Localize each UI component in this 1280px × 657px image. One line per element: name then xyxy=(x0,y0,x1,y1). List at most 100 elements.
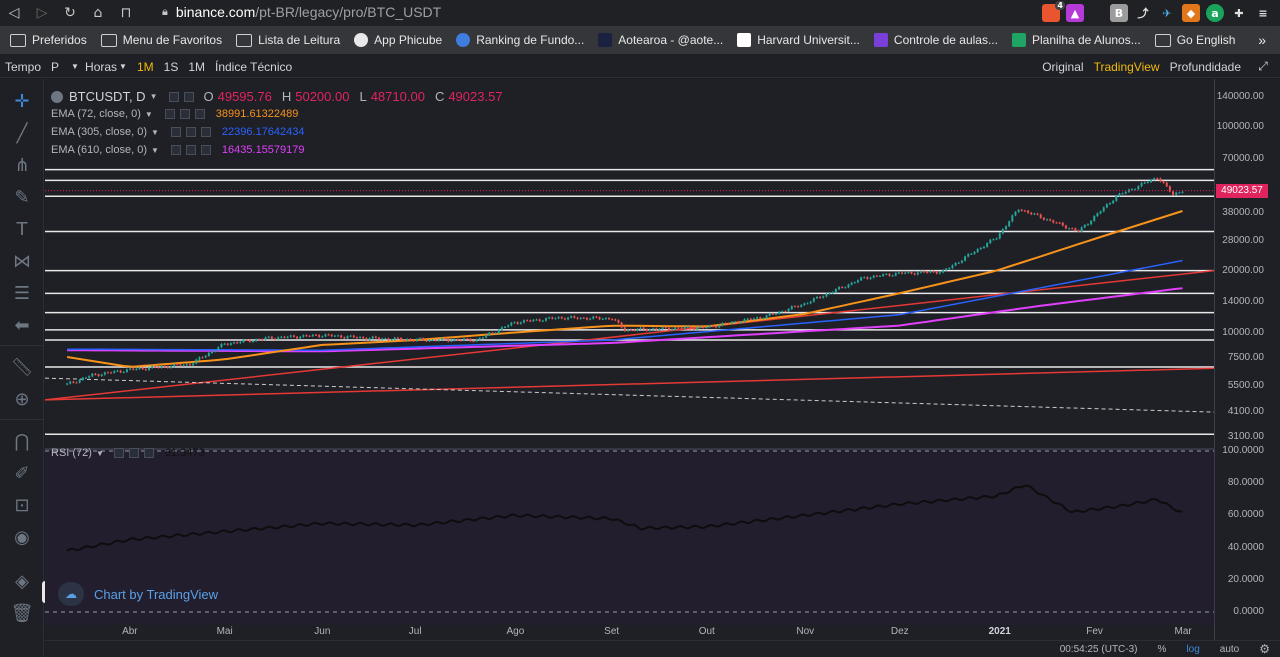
interval-1m-month[interactable]: 1M xyxy=(136,59,154,74)
interval-1s[interactable]: 1S xyxy=(163,59,179,74)
address-bar[interactable]: 🔒︎ binance.com/pt-BR/legacy/pro/BTC_USDT xyxy=(150,1,1008,23)
time-axis-label: Nov xyxy=(796,626,815,637)
bookmark-harvard[interactable]: Harvard Universit... xyxy=(737,33,860,47)
candle-body xyxy=(954,263,957,266)
hide-icon[interactable] xyxy=(185,127,196,137)
auto-toggle[interactable]: auto xyxy=(1219,643,1240,655)
lock-drawings-icon[interactable]: ⊡ xyxy=(14,494,30,516)
hide-icon[interactable] xyxy=(185,145,196,155)
interval-1m[interactable]: 1M xyxy=(188,59,205,74)
candle-body xyxy=(614,319,617,321)
magnet-icon[interactable]: ⋂ xyxy=(14,430,30,452)
forward-icon[interactable]: ▷ xyxy=(36,5,48,21)
text-icon[interactable]: T xyxy=(16,218,28,240)
candle-body xyxy=(500,327,503,330)
chevron-down-icon[interactable]: ▼ xyxy=(95,448,104,458)
candle-body xyxy=(551,317,554,319)
plane-extension-icon[interactable]: ✈ xyxy=(1162,6,1172,20)
candle-body xyxy=(1131,189,1134,191)
bookmark-app-phicube[interactable]: App Phicube xyxy=(354,33,442,47)
indicators-button[interactable]: Índice Técnico xyxy=(215,59,293,74)
hide-icon[interactable] xyxy=(179,109,190,119)
home-icon[interactable]: ⌂ xyxy=(93,5,103,21)
settings-icon[interactable] xyxy=(170,145,181,155)
zoom-in-icon[interactable]: ⊕ xyxy=(14,388,30,410)
draw-mode-icon[interactable]: ✐ xyxy=(14,462,30,484)
tradingview-logo-icon: ☁ xyxy=(58,582,84,606)
bookmark-aotearoa[interactable]: Aotearoa - @aote... xyxy=(598,33,723,47)
tool-extension-icon[interactable]: ⤴ xyxy=(1137,7,1149,20)
back-arrow-icon[interactable]: ⬅ xyxy=(14,314,30,336)
close-icon[interactable] xyxy=(200,145,211,155)
close-icon[interactable] xyxy=(200,127,211,137)
browser-menu-icon[interactable]: ≡ xyxy=(1258,6,1268,20)
bookmark-ranking-fundos[interactable]: Ranking de Fundo... xyxy=(456,33,584,47)
price-axis[interactable]: 140000.00100000.0070000.0050000.0038000.… xyxy=(1214,79,1280,640)
bookmark-planilha-alunos[interactable]: Planilha de Alunos... xyxy=(1011,33,1141,47)
back-icon[interactable]: ◁ xyxy=(8,5,20,21)
bookmark-menu-favoritos[interactable]: Menu de Favoritos xyxy=(100,33,222,47)
chevron-down-icon[interactable]: ▼ xyxy=(149,92,158,101)
trendline-icon[interactable]: ╱ xyxy=(16,122,28,144)
chevron-down-icon[interactable]: ▼ xyxy=(144,109,153,119)
settings-icon[interactable] xyxy=(113,448,124,458)
b-extension-icon[interactable]: B xyxy=(1110,4,1128,22)
crosshair-icon[interactable]: ✛ xyxy=(14,90,30,112)
symbol-label[interactable]: BTCUSDT, D xyxy=(69,89,146,104)
ruler-icon[interactable]: 📏︎ xyxy=(10,356,34,378)
extensions-puzzle-icon[interactable]: ✚ xyxy=(1234,6,1244,20)
candle-body xyxy=(1159,178,1162,182)
hide-icon[interactable] xyxy=(184,91,195,102)
trash-icon[interactable]: 🗑︎ xyxy=(10,602,34,624)
candle-body xyxy=(239,342,242,344)
clock[interactable]: 00:54:25 (UTC-3) xyxy=(1059,643,1138,655)
settings-icon[interactable] xyxy=(170,127,181,137)
candle-body xyxy=(686,326,689,328)
settings-icon[interactable] xyxy=(169,91,180,102)
close-icon[interactable] xyxy=(194,109,205,119)
chart-area[interactable] xyxy=(45,79,1214,640)
candle-body xyxy=(188,364,191,366)
pitchfork-icon[interactable]: ⋔ xyxy=(14,154,30,176)
view-depth[interactable]: Profundidade xyxy=(1169,59,1241,74)
candle-body xyxy=(1039,214,1042,218)
view-tradingview[interactable]: TradingView xyxy=(1093,59,1160,74)
grammarly-icon[interactable]: a xyxy=(1206,4,1224,22)
chart-settings-icon[interactable]: ⚙ xyxy=(1259,642,1270,656)
log-toggle[interactable]: log xyxy=(1186,643,1200,655)
time-axis[interactable]: Abr Mai Jun Jul Ago Set Out Nov Dez 2021 Fev Mar xyxy=(45,624,1214,640)
brush-icon[interactable]: ✎ xyxy=(14,186,30,208)
candle-body xyxy=(251,341,254,343)
layers-icon[interactable]: ◈ xyxy=(15,570,29,592)
more-bookmarks-icon[interactable]: » xyxy=(1258,32,1266,48)
chevron-down-icon[interactable]: ▼ xyxy=(151,145,159,155)
brave-rewards-icon[interactable]: ▲ xyxy=(1066,4,1084,22)
pattern-icon[interactable]: ⋈ xyxy=(13,250,31,272)
candle-body xyxy=(406,339,409,341)
bookmark-controle-aulas[interactable]: Controle de aulas... xyxy=(873,33,998,47)
fullscreen-icon[interactable]: ⤢ xyxy=(1258,59,1268,73)
settings-icon[interactable] xyxy=(164,109,175,119)
view-original[interactable]: Original xyxy=(1042,59,1084,74)
percent-toggle[interactable]: % xyxy=(1157,643,1167,655)
candle-body xyxy=(589,318,592,320)
period-select[interactable]: P ▼ xyxy=(51,59,79,74)
eye-icon[interactable]: ◉ xyxy=(14,526,30,548)
candle-body xyxy=(667,327,670,330)
bookmark-go-english[interactable]: Go English xyxy=(1154,33,1235,47)
tradingview-watermark[interactable]: ☁ Chart by TradingView xyxy=(58,582,218,606)
hide-icon[interactable] xyxy=(128,448,139,458)
fib-icon[interactable]: ☰ xyxy=(13,282,31,304)
candle-body xyxy=(333,335,336,337)
candle-body xyxy=(812,298,815,302)
metamask-icon[interactable]: ◆ xyxy=(1182,4,1200,22)
brave-shield-icon[interactable]: 4 xyxy=(1042,1,1065,22)
candle-body xyxy=(554,318,557,320)
close-icon[interactable] xyxy=(143,448,154,458)
bookmark-lista-leitura[interactable]: Lista de Leitura xyxy=(236,33,340,47)
hours-dropdown[interactable]: Horas ▼ xyxy=(85,59,127,74)
bookmark-icon[interactable]: ⊓ xyxy=(120,5,132,21)
bookmark-preferidos[interactable]: Preferidos xyxy=(10,33,87,47)
reload-icon[interactable]: ↻ xyxy=(64,5,76,21)
chevron-down-icon[interactable]: ▼ xyxy=(151,127,159,137)
